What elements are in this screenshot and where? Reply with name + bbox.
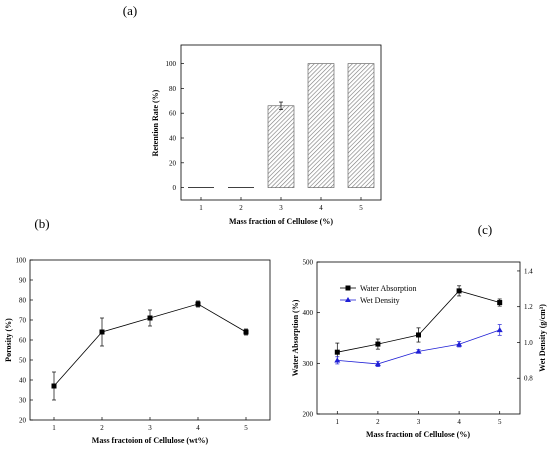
- chart-c: 200 300 400 500 0.8 1.0 1.2 1.4 1 2 3 4 5 Water Abso…: [291, 259, 547, 440]
- chart-b-frame: [29, 259, 271, 421]
- chart-a-ytick-label: 20: [169, 159, 177, 167]
- density-point-2: [374, 360, 381, 367]
- chart-b-ticks: 20 30 40 50 60 70 80 90 100 1 2 3 4 5: [16, 257, 249, 433]
- chart-b-xtick-label: 5: [244, 424, 248, 432]
- chart-b-ylabel: Porosity (%): [4, 318, 13, 362]
- chart-c-ytick-label: 400: [303, 309, 314, 317]
- chart-b-ytick-label: 70: [19, 317, 27, 325]
- chart-a-ylabel: Retention Rate (%): [151, 89, 160, 156]
- chart-c-ytick-right-label: 1.2: [524, 303, 533, 311]
- chart-c-plot: [334, 285, 503, 367]
- chart-b-xtick-label: 2: [100, 424, 104, 432]
- chart-a-ticks: 0 20 40 60 80 100 1 2 3 4 5: [166, 60, 364, 212]
- water-point-3: [416, 332, 421, 338]
- chart-b-ytick-label: 50: [19, 357, 27, 365]
- legend-density-label: Wet Density: [360, 296, 400, 305]
- legend-density-marker: [345, 297, 351, 302]
- chart-a-xtick-label: 2: [239, 204, 243, 212]
- bar-5: [347, 63, 375, 188]
- legend-water-label: Water Absorption: [360, 284, 416, 293]
- chart-a-xtick-label: 4: [319, 204, 323, 212]
- chart-a-ytick-label: 80: [169, 85, 177, 93]
- chart-c-xtick-label: 5: [498, 418, 502, 426]
- chart-c-ytick-right-label: 0.8: [524, 375, 533, 383]
- porosity-point-4: [195, 301, 201, 307]
- chart-b-ytick-label: 80: [19, 297, 27, 305]
- chart-c-xtick-label: 2: [376, 418, 380, 426]
- density-point-1: [334, 357, 341, 363]
- chart-c-ytick-label: 200: [303, 411, 314, 419]
- chart-c-xtick-label: 4: [457, 418, 461, 426]
- porosity-point-1: [51, 383, 57, 389]
- chart-b-ytick-label: 30: [19, 397, 27, 405]
- chart-b-ytick-label: 40: [19, 377, 27, 385]
- chart-a-xtick-label: 1: [199, 204, 203, 212]
- chart-c-ylabel-right: Wet Density (g/cm³): [538, 304, 547, 372]
- density-point-3: [415, 348, 422, 354]
- panel-b-letter: (b): [34, 216, 49, 231]
- density-point-5: [496, 326, 503, 333]
- chart-a-bars: [188, 63, 375, 189]
- chart-c-ytick-right-label: 1.4: [524, 267, 533, 275]
- chart-a-ytick-label: 0: [173, 184, 177, 192]
- porosity-point-2: [99, 329, 105, 335]
- chart-b-xtick-label: 4: [196, 424, 200, 432]
- chart-c-xlabel: Mass fraction of Cellulose (%): [366, 430, 470, 439]
- chart-c-xtick-label: 1: [336, 418, 340, 426]
- chart-a-xtick-label: 5: [359, 204, 363, 212]
- chart-a-ytick-label: 40: [169, 135, 177, 143]
- chart-b-ytick-label: 20: [19, 417, 27, 425]
- chart-b-xtick-label: 1: [52, 424, 56, 432]
- chart-b-xlabel: Mass fractoion of Cellulose (wt%): [92, 436, 209, 445]
- chart-c-xtick-label: 3: [417, 418, 421, 426]
- chart-a: 0 20 40 60 80 100 1 2 3 4 5 Mass fraction of Cellu…: [151, 44, 382, 226]
- chart-b-ytick-label: 90: [19, 277, 27, 285]
- water-point-2: [375, 341, 381, 347]
- chart-b-xtick-label: 3: [148, 424, 152, 432]
- chart-c-ytick-label: 500: [303, 259, 314, 267]
- legend-water-marker: [345, 285, 351, 291]
- chart-a-ytick-label: 60: [169, 110, 177, 118]
- water-point-1: [334, 349, 340, 355]
- chart-b: 20 30 40 50 60 70 80 90 100 1 2 3 4 5 Mass fractoion …: [4, 257, 271, 445]
- chart-b-plot: [51, 300, 249, 401]
- chart-a-xlabel: Mass fraction of Cellulose (%): [229, 217, 333, 226]
- porosity-point-5: [243, 329, 249, 335]
- bar-4: [307, 63, 335, 188]
- chart-c-ticks: 200 300 400 500 0.8 1.0 1.2 1.4 1 2 3 4 5: [303, 259, 534, 427]
- porosity-point-3: [147, 315, 153, 321]
- water-point-5: [497, 300, 503, 306]
- bar-3: [267, 105, 295, 188]
- water-point-4: [456, 288, 462, 294]
- chart-b-ytick-label: 60: [19, 337, 27, 345]
- chart-c-ylabel: Water Absorption (%): [291, 299, 300, 376]
- panel-c-letter: (c): [478, 222, 492, 237]
- panel-a-letter: (a): [123, 3, 137, 18]
- chart-a-ytick-label: 100: [166, 60, 177, 68]
- chart-a-xtick-label: 3: [279, 204, 283, 212]
- chart-b-ytick-label: 100: [16, 257, 27, 265]
- density-point-4: [456, 341, 463, 347]
- chart-c-ytick-label: 300: [303, 360, 314, 368]
- chart-c-legend: Water Absorption Wet Density: [340, 284, 416, 305]
- chart-c-ytick-right-label: 1.0: [524, 339, 533, 347]
